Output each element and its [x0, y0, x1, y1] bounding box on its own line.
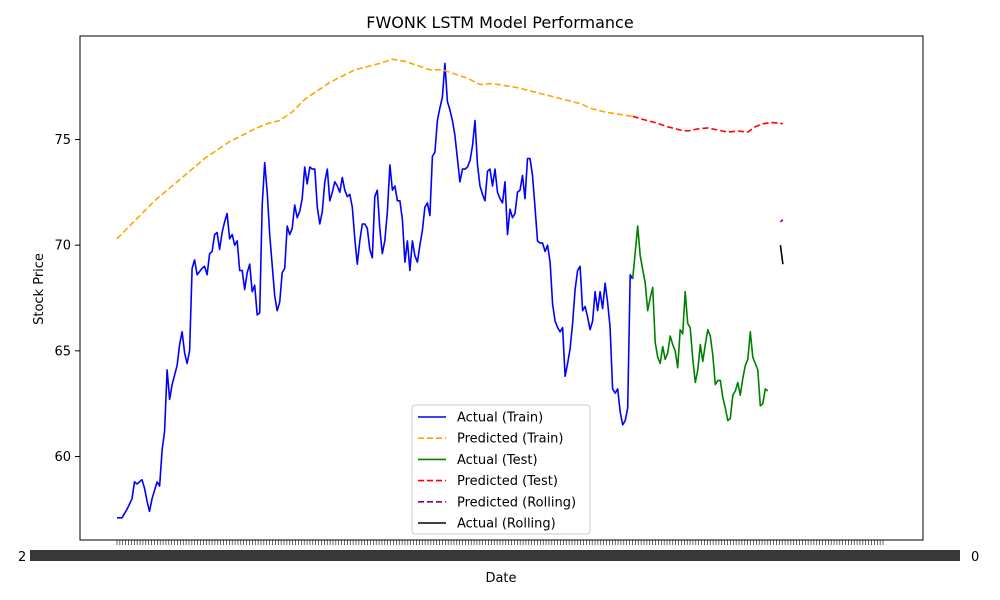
- series-line-actual-train: [117, 62, 634, 519]
- series-line-predicted-test: [632, 115, 783, 133]
- legend-label-predicted-train: Predicted (Train): [457, 432, 564, 447]
- series-line-predicted-rolling: [779, 219, 784, 223]
- y-axis-label: Stock Price: [32, 253, 47, 325]
- legend-entries: Actual (Train) Predicted (Train) Actual (T…: [418, 411, 576, 532]
- series-line-actual-test: [631, 225, 769, 422]
- plot-frame: [79, 35, 924, 541]
- x-tick-label-smear: [30, 550, 960, 561]
- y-tick-label-65: 65: [54, 344, 71, 359]
- legend: Actual (Train) Predicted (Train) Actual (T…: [411, 404, 591, 535]
- chart-title: FWONK LSTM Model Performance: [366, 13, 633, 32]
- x-axis-label: Date: [485, 571, 516, 586]
- series-layer: [116, 58, 784, 519]
- y-axis: 60 65 70 75: [54, 133, 80, 465]
- legend-label-actual-rolling: Actual (Rolling): [457, 517, 556, 532]
- legend-label-predicted-rolling: Predicted (Rolling): [457, 495, 576, 510]
- x-tick-label-first: 2: [18, 550, 26, 565]
- x-tick-label-last: 0: [971, 550, 979, 565]
- y-tick-label-60: 60: [54, 450, 71, 465]
- legend-label-actual-train: Actual (Train): [457, 411, 543, 426]
- legend-label-actual-test: Actual (Test): [457, 453, 538, 468]
- series-line-actual-rolling: [779, 245, 784, 265]
- y-tick-label-70: 70: [54, 239, 71, 254]
- legend-box: [411, 404, 591, 535]
- legend-label-predicted-test: Predicted (Test): [457, 474, 558, 489]
- y-tick-label-75: 75: [54, 133, 71, 148]
